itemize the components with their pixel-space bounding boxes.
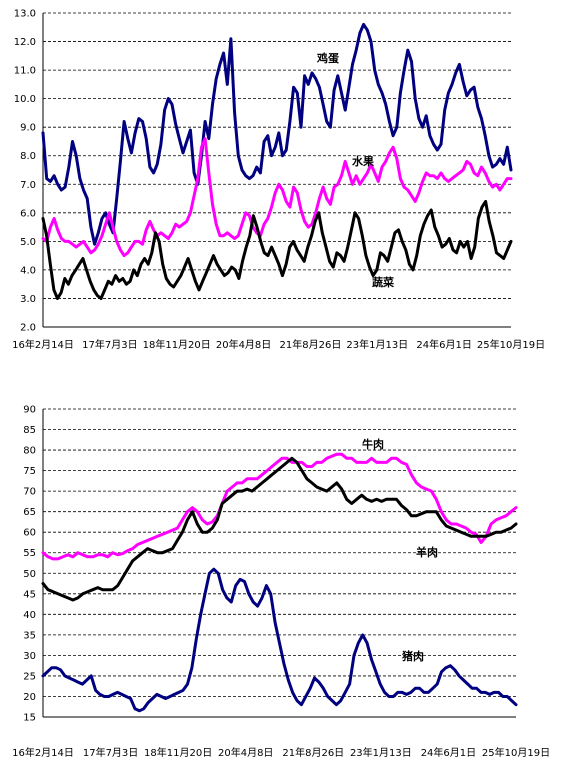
y-tick-label: 13.0 xyxy=(14,9,36,20)
y-tick-label: 15 xyxy=(23,713,36,724)
series-label: 鸡蛋 xyxy=(316,51,340,65)
series-label: 羊肉 xyxy=(416,545,438,559)
x-tick-label: 16年2月14日 xyxy=(12,746,74,759)
chart-1: 2.0 3.0 4.0 5.0 6.0 7.0 8.0 9.0 10.0 11.0 12.0 13.0… xyxy=(12,9,545,352)
series-line-2 xyxy=(41,137,513,258)
series-line-1 xyxy=(41,22,513,246)
series-line-3 xyxy=(41,567,518,713)
series-line-1 xyxy=(41,452,518,561)
y-tick-label: 11.0 xyxy=(14,66,36,77)
y-tick-label: 90 xyxy=(23,405,36,416)
y-tick-label: 45 xyxy=(23,589,36,600)
y-tick-label: 9.0 xyxy=(20,123,36,134)
series-line-3 xyxy=(41,199,513,300)
x-tick-label: 16年2月14日 xyxy=(12,338,74,351)
series-label: 蔬菜 xyxy=(372,275,395,289)
x-tick-label: 18年11月20日 xyxy=(144,746,212,759)
y-tick-label: 20 xyxy=(23,692,36,703)
x-tick-label: 24年6月1日 xyxy=(421,746,476,759)
x-tick-label: 24年6月1日 xyxy=(416,338,471,351)
x-tick-label: 20年4月8日 xyxy=(218,746,273,759)
x-tick-label: 21年8月26日 xyxy=(280,338,342,351)
y-tick-label: 8.0 xyxy=(20,151,36,162)
series-label: 水果 xyxy=(352,154,374,168)
x-tick-label: 17年7月3日 xyxy=(83,746,138,759)
y-tick-label: 40 xyxy=(23,610,36,621)
x-tick-label: 23年1月13日 xyxy=(350,746,412,759)
y-tick-label: 12.0 xyxy=(14,37,36,48)
y-tick-label: 3.0 xyxy=(20,294,36,305)
x-tick-label: 25年10月19日 xyxy=(477,338,545,351)
y-tick-label: 80 xyxy=(23,446,36,457)
y-tick-label: 50 xyxy=(23,569,36,580)
y-tick-label: 65 xyxy=(23,507,36,518)
y-tick-label: 75 xyxy=(23,466,36,477)
y-tick-label: 6.0 xyxy=(20,208,36,219)
y-tick-label: 4.0 xyxy=(20,265,36,276)
y-tick-label: 55 xyxy=(23,548,36,559)
x-tick-label: 20年4月8日 xyxy=(216,338,271,351)
x-tick-label: 23年1月13日 xyxy=(346,338,408,351)
y-tick-label: 35 xyxy=(23,630,36,641)
series-label: 牛肉 xyxy=(362,437,384,451)
y-tick-label: 70 xyxy=(23,487,36,498)
series-label: 猪肉 xyxy=(401,649,424,663)
chart-2: 15 20 25 30 35 40 45 50 55 60 65 70 75 80 85 90 16年2月14日… xyxy=(12,405,550,760)
x-tick-label: 18年11月20日 xyxy=(143,338,211,351)
y-tick-label: 25 xyxy=(23,671,36,682)
y-tick-label: 60 xyxy=(23,528,36,539)
y-tick-label: 85 xyxy=(23,425,36,436)
x-tick-label: 25年10月19日 xyxy=(482,746,550,759)
y-tick-label: 2.0 xyxy=(20,323,36,334)
x-tick-label: 17年7月3日 xyxy=(82,338,137,351)
x-tick-label: 21年8月26日 xyxy=(282,746,344,759)
y-tick-label: 5.0 xyxy=(20,237,36,248)
y-tick-label: 10.0 xyxy=(14,94,36,105)
series-line-2 xyxy=(41,456,518,602)
y-tick-label: 7.0 xyxy=(20,180,36,191)
y-tick-label: 30 xyxy=(23,651,36,662)
